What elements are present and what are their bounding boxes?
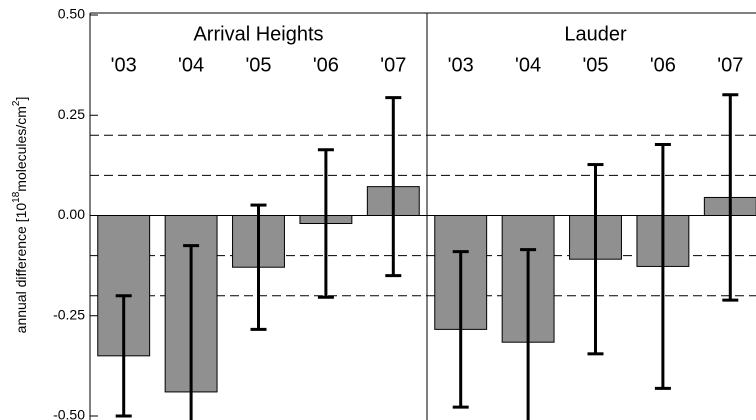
panel-title: Lauder <box>564 23 627 45</box>
y-label-sup: 18 <box>11 191 22 203</box>
y-label-part: molecules/cm <box>13 106 29 192</box>
x-tick-label: '05 <box>245 54 271 76</box>
panel-title: Arrival Heights <box>193 23 323 45</box>
x-tick-label: '07 <box>380 54 406 76</box>
y-label-sup: 2 <box>11 100 22 106</box>
x-tick-label: '03 <box>111 54 137 76</box>
y-label-part: annual difference [10 <box>13 203 29 334</box>
x-tick-label: '04 <box>515 54 541 76</box>
y-label-part: ] <box>13 97 29 101</box>
y-tick-label: 0.50 <box>58 6 85 22</box>
x-tick-label: '06 <box>650 54 676 76</box>
y-axis-label: annual difference [1018molecules/cm2] <box>11 97 29 334</box>
y-tick-label: -0.50 <box>53 407 85 420</box>
x-tick-label: '07 <box>717 54 743 76</box>
y-tick-label: 0.25 <box>58 106 85 122</box>
x-tick-label: '03 <box>448 54 474 76</box>
x-tick-label: '04 <box>178 54 204 76</box>
y-tick-label: 0.00 <box>58 206 85 222</box>
y-tick-label: -0.25 <box>53 306 85 322</box>
x-tick-label: '06 <box>313 54 339 76</box>
x-tick-label: '05 <box>582 54 608 76</box>
